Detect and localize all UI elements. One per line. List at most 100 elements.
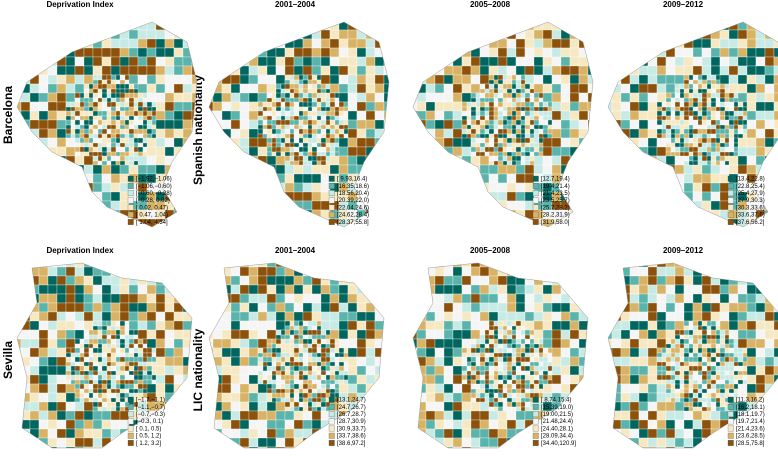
map-cell	[212, 164, 223, 175]
map-cell	[608, 83, 613, 94]
map-cell	[597, 312, 606, 321]
map-cell	[110, 392, 117, 399]
map-cell	[383, 128, 389, 139]
map-cell	[146, 383, 157, 394]
map-cell	[83, 74, 94, 85]
map-cell	[311, 146, 318, 153]
map-cell	[119, 74, 126, 81]
map-cell	[329, 338, 336, 345]
map-cell	[692, 146, 699, 153]
map-cell	[416, 128, 427, 139]
map	[12, 262, 193, 465]
map-cell	[275, 164, 286, 175]
map-cell	[173, 329, 184, 340]
map-cell	[461, 320, 472, 331]
map-cell	[603, 12, 612, 21]
map-cell	[665, 29, 676, 40]
legend-swatch	[532, 219, 539, 225]
map-cell	[128, 38, 139, 49]
map-cell	[239, 164, 250, 175]
map-cell	[146, 338, 157, 349]
map-cell	[701, 155, 708, 162]
map-cell	[719, 38, 730, 49]
map-cell	[551, 47, 562, 58]
map-cell	[155, 356, 166, 367]
map-cell	[110, 284, 121, 295]
legend-swatch	[727, 175, 734, 182]
map-cell	[284, 437, 295, 448]
map-cell	[551, 56, 562, 67]
map-cell	[347, 128, 358, 139]
map-cell	[393, 75, 402, 84]
map-cell	[629, 65, 640, 76]
map-cell	[452, 56, 463, 67]
map-cell	[102, 228, 111, 237]
map-cell	[329, 155, 340, 166]
map-cell	[29, 383, 40, 394]
map-cell	[74, 263, 85, 268]
map-cell	[365, 92, 376, 103]
map-cell	[183, 456, 192, 465]
map-cell	[266, 218, 277, 227]
map-cell	[611, 146, 622, 157]
map-cell	[209, 329, 214, 340]
map-cell	[302, 302, 313, 313]
map-cell	[230, 83, 241, 94]
map-cell	[408, 12, 417, 21]
map-cell	[329, 119, 336, 126]
map-cell	[674, 128, 681, 135]
map-cell	[293, 110, 300, 117]
map-cell	[374, 164, 385, 175]
map-cell	[230, 155, 241, 166]
map-cell	[173, 83, 184, 94]
map-cell	[257, 22, 268, 31]
map-cell	[452, 263, 463, 268]
map-cell	[119, 128, 126, 135]
map-cell	[29, 29, 40, 40]
map-cell	[248, 302, 259, 313]
map-cell	[239, 83, 250, 94]
map-cell	[488, 92, 495, 99]
map-cell	[56, 83, 67, 94]
map-cell	[239, 446, 250, 448]
map-cell	[692, 119, 699, 126]
map-cell	[266, 101, 273, 108]
map-cell	[275, 65, 286, 76]
map-cell	[657, 12, 666, 21]
map-cell	[275, 119, 282, 126]
map-cell	[611, 29, 622, 40]
map-cell	[155, 374, 166, 385]
map-cell	[12, 456, 21, 465]
map-cell	[542, 47, 553, 58]
map-cell	[719, 200, 730, 211]
map-cell	[164, 284, 175, 295]
map-cell	[83, 347, 90, 354]
map-cell	[101, 356, 108, 363]
map-cell	[164, 401, 175, 412]
map-cell	[611, 38, 622, 49]
map-cell	[110, 22, 121, 31]
map-cell	[365, 374, 376, 385]
map-cell	[608, 155, 613, 166]
map-cell	[629, 22, 640, 31]
map-cell	[393, 228, 402, 237]
map-cell	[239, 56, 250, 67]
map-cell	[737, 101, 744, 108]
map-cell	[92, 22, 103, 31]
legend-swatch	[328, 197, 335, 204]
map-cell	[434, 65, 445, 76]
map-cell	[347, 110, 358, 121]
map-cell	[284, 173, 295, 184]
map-cell	[284, 65, 295, 76]
map-cell	[569, 29, 580, 40]
map-cell	[578, 65, 589, 76]
map-cell	[183, 228, 192, 237]
map-cell	[110, 446, 121, 448]
map-cell	[629, 47, 640, 58]
legend-label: [25.7,28.2)	[541, 205, 570, 211]
map-cell	[524, 275, 535, 286]
map-cell	[83, 110, 90, 117]
map-cell	[665, 65, 676, 76]
map	[408, 12, 594, 228]
map-cell	[191, 284, 192, 295]
